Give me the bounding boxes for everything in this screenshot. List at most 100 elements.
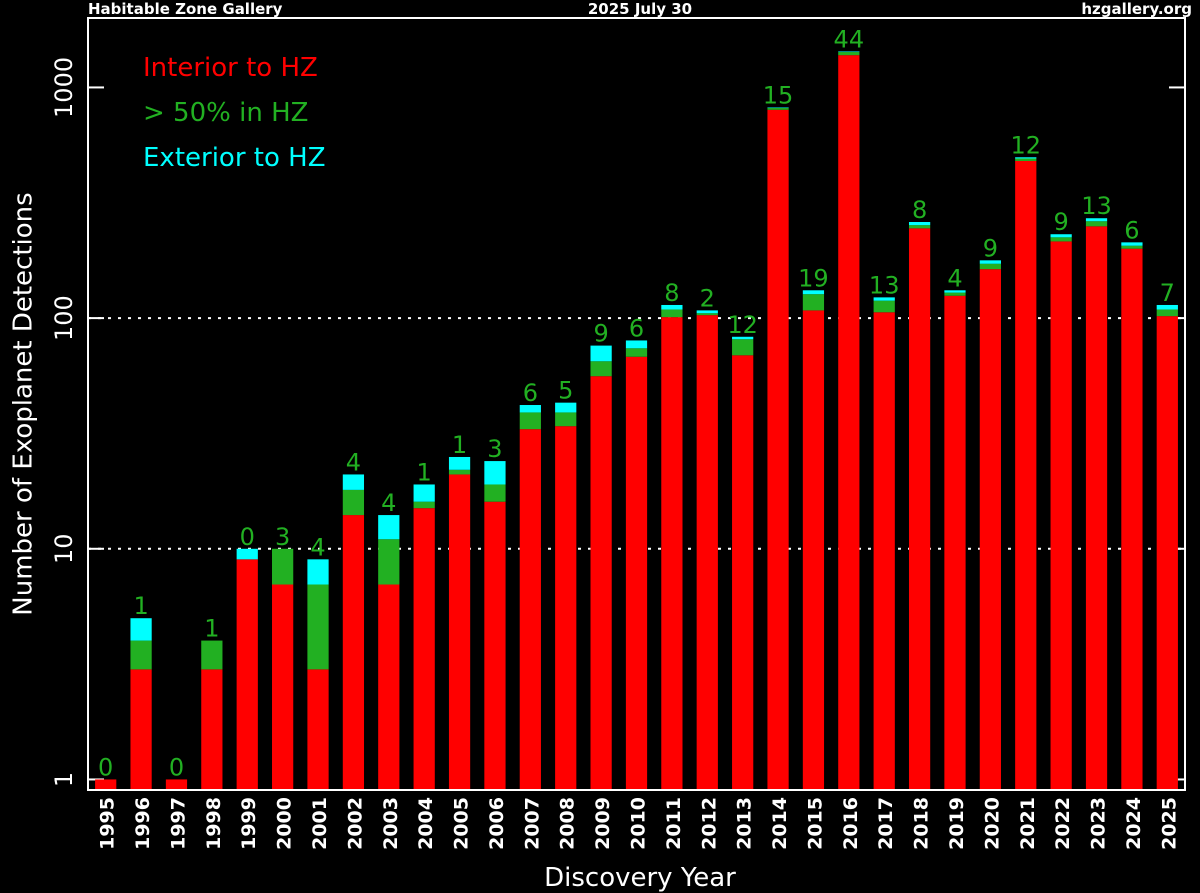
header-right: hzgallery.org bbox=[1081, 0, 1192, 18]
bar-segment bbox=[696, 313, 718, 316]
bar-segment bbox=[1156, 316, 1178, 790]
plot-frame bbox=[87, 17, 1186, 791]
bar-segment bbox=[696, 315, 718, 790]
y-axis-title: Number of Exoplanet Detections bbox=[9, 192, 39, 615]
data-label: 13 bbox=[1081, 192, 1112, 220]
data-label: 44 bbox=[834, 25, 865, 53]
bar-segment bbox=[555, 426, 577, 790]
data-label: 4 bbox=[947, 264, 962, 292]
bar-segment bbox=[979, 260, 1001, 264]
bar-segment bbox=[555, 402, 577, 413]
x-tick-label: 2017 bbox=[875, 797, 897, 850]
x-tick-label: 2015 bbox=[804, 797, 826, 850]
bar-segment bbox=[342, 515, 365, 790]
data-label: 4 bbox=[346, 448, 361, 476]
header-center: 2025 July 30 bbox=[588, 0, 692, 18]
x-tick-label: 2007 bbox=[521, 797, 543, 850]
bar-segment bbox=[130, 640, 152, 670]
bar-segment bbox=[1015, 158, 1037, 161]
data-label: 13 bbox=[869, 271, 900, 299]
legend-entry: > 50% in HZ bbox=[143, 98, 308, 128]
x-tick-label: 2012 bbox=[698, 797, 720, 850]
data-label: 4 bbox=[310, 533, 325, 561]
x-tick-label: 2025 bbox=[1158, 797, 1180, 850]
data-label: 12 bbox=[727, 311, 758, 339]
bar-segment bbox=[767, 107, 789, 110]
bar-segment bbox=[448, 456, 471, 470]
bar-segment bbox=[1085, 218, 1108, 222]
bar-segment bbox=[1015, 157, 1037, 159]
bar-segment bbox=[272, 548, 294, 585]
bar-segment bbox=[1085, 226, 1108, 791]
data-label: 8 bbox=[912, 196, 927, 224]
bar-segment bbox=[484, 484, 506, 502]
bar-segment bbox=[272, 584, 294, 790]
x-tick-label: 2009 bbox=[592, 797, 614, 850]
data-label: 9 bbox=[983, 234, 998, 262]
bar-segment bbox=[767, 109, 789, 790]
x-tick-label: 2008 bbox=[557, 797, 579, 850]
x-axis-title: Discovery Year bbox=[544, 863, 736, 893]
data-label: 1 bbox=[417, 458, 432, 486]
bar-segment bbox=[625, 348, 648, 357]
bar-segment bbox=[484, 501, 506, 790]
bar-segment bbox=[908, 225, 931, 229]
data-label: 8 bbox=[664, 279, 679, 307]
data-label: 1 bbox=[452, 431, 467, 459]
data-label: 7 bbox=[1160, 279, 1175, 307]
bar-segment bbox=[590, 376, 612, 790]
bar-segment bbox=[95, 779, 117, 790]
y-tick-label: 10 bbox=[50, 534, 78, 565]
bar-segment bbox=[236, 548, 258, 560]
bar-segment bbox=[732, 336, 754, 340]
data-label: 2 bbox=[700, 284, 715, 312]
bar-segment bbox=[307, 584, 329, 670]
x-tick-label: 2022 bbox=[1052, 797, 1074, 850]
bar-segment bbox=[1015, 160, 1037, 790]
bar-segment bbox=[378, 539, 400, 585]
x-tick-label: 2001 bbox=[309, 797, 331, 850]
x-tick-label: 2005 bbox=[451, 797, 473, 850]
bar-segment bbox=[838, 51, 860, 53]
x-tick-label: 2013 bbox=[734, 797, 756, 850]
bar-segment bbox=[802, 294, 825, 311]
bar-segment bbox=[873, 312, 895, 790]
bar-segment bbox=[519, 405, 541, 413]
bar-segment bbox=[307, 669, 329, 790]
data-label: 3 bbox=[487, 435, 502, 463]
data-label: 5 bbox=[558, 377, 573, 405]
bar-segment bbox=[1050, 237, 1072, 242]
data-label: 6 bbox=[523, 379, 538, 407]
header-left: Habitable Zone Gallery bbox=[88, 0, 283, 18]
bar-segment bbox=[555, 412, 577, 427]
data-label: 12 bbox=[1010, 131, 1041, 159]
data-label: 3 bbox=[275, 523, 290, 551]
bar-segment bbox=[732, 355, 754, 790]
bar-segment bbox=[165, 779, 188, 790]
data-label: 1 bbox=[133, 592, 148, 620]
bar-segment bbox=[1156, 304, 1178, 310]
legend-entry: Exterior to HZ bbox=[143, 143, 326, 173]
y-tick-label: 1000 bbox=[50, 57, 78, 118]
x-tick-label: 2002 bbox=[344, 797, 366, 850]
bar-segment bbox=[1085, 221, 1108, 227]
bar-segment bbox=[448, 474, 471, 790]
data-label: 4 bbox=[381, 489, 396, 517]
bar-segment bbox=[661, 309, 683, 318]
bar-segment bbox=[130, 669, 152, 790]
x-tick-label: 2020 bbox=[981, 797, 1003, 850]
bar-segment bbox=[1050, 241, 1072, 790]
bar-segment bbox=[873, 300, 895, 313]
x-tick-label: 2024 bbox=[1123, 797, 1145, 850]
bar-segment bbox=[342, 489, 365, 516]
bar-segment bbox=[1050, 234, 1072, 238]
bar-segment bbox=[201, 640, 223, 670]
x-tick-label: 2004 bbox=[415, 797, 437, 850]
data-label: 19 bbox=[798, 264, 829, 292]
bar-segment bbox=[625, 356, 648, 790]
bar-segment bbox=[802, 290, 825, 295]
data-label: 15 bbox=[763, 81, 794, 109]
bar-segment bbox=[413, 508, 435, 790]
